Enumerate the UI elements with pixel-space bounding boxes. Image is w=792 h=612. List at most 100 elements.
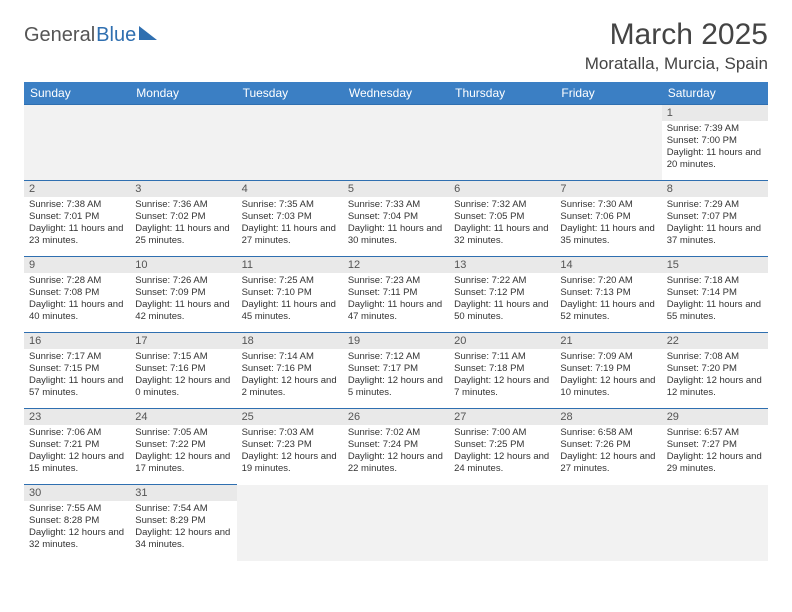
calendar-week-row: 23Sunrise: 7:06 AMSunset: 7:21 PMDayligh… <box>24 409 768 485</box>
day-number: 17 <box>130 333 236 349</box>
day-number: 3 <box>130 181 236 197</box>
weekday-header: Tuesday <box>237 82 343 105</box>
day-details: Sunrise: 7:30 AMSunset: 7:06 PMDaylight:… <box>555 197 661 250</box>
sunrise-text: Sunrise: 7:28 AM <box>29 275 125 287</box>
daylight-text: Daylight: 11 hours and 32 minutes. <box>454 223 550 247</box>
calendar-day-cell <box>343 105 449 181</box>
sunset-text: Sunset: 7:17 PM <box>348 363 444 375</box>
sunrise-text: Sunrise: 7:14 AM <box>242 351 338 363</box>
calendar-day-cell <box>130 105 236 181</box>
daylight-text: Daylight: 12 hours and 19 minutes. <box>242 451 338 475</box>
weekday-header: Monday <box>130 82 236 105</box>
day-number: 30 <box>24 485 130 501</box>
daylight-text: Daylight: 11 hours and 50 minutes. <box>454 299 550 323</box>
calendar-day-cell <box>237 105 343 181</box>
day-details: Sunrise: 7:54 AMSunset: 8:29 PMDaylight:… <box>130 501 236 554</box>
sunrise-text: Sunrise: 7:06 AM <box>29 427 125 439</box>
sunrise-text: Sunrise: 7:39 AM <box>667 123 763 135</box>
sunrise-text: Sunrise: 7:30 AM <box>560 199 656 211</box>
sunrise-text: Sunrise: 7:03 AM <box>242 427 338 439</box>
daylight-text: Daylight: 12 hours and 17 minutes. <box>135 451 231 475</box>
sunset-text: Sunset: 7:08 PM <box>29 287 125 299</box>
day-details: Sunrise: 7:22 AMSunset: 7:12 PMDaylight:… <box>449 273 555 326</box>
day-details: Sunrise: 7:38 AMSunset: 7:01 PMDaylight:… <box>24 197 130 250</box>
daylight-text: Daylight: 11 hours and 57 minutes. <box>29 375 125 399</box>
daylight-text: Daylight: 12 hours and 15 minutes. <box>29 451 125 475</box>
calendar-day-cell: 26Sunrise: 7:02 AMSunset: 7:24 PMDayligh… <box>343 409 449 485</box>
day-number: 10 <box>130 257 236 273</box>
day-details: Sunrise: 7:03 AMSunset: 7:23 PMDaylight:… <box>237 425 343 478</box>
calendar-day-cell <box>449 485 555 561</box>
sunrise-text: Sunrise: 7:00 AM <box>454 427 550 439</box>
day-details: Sunrise: 7:32 AMSunset: 7:05 PMDaylight:… <box>449 197 555 250</box>
day-details: Sunrise: 7:39 AMSunset: 7:00 PMDaylight:… <box>662 121 768 174</box>
calendar-week-row: 9Sunrise: 7:28 AMSunset: 7:08 PMDaylight… <box>24 257 768 333</box>
sunrise-text: Sunrise: 7:12 AM <box>348 351 444 363</box>
sunset-text: Sunset: 7:07 PM <box>667 211 763 223</box>
sunrise-text: Sunrise: 7:09 AM <box>560 351 656 363</box>
day-details: Sunrise: 7:14 AMSunset: 7:16 PMDaylight:… <box>237 349 343 402</box>
day-number: 28 <box>555 409 661 425</box>
sunrise-text: Sunrise: 7:54 AM <box>135 503 231 515</box>
day-number: 15 <box>662 257 768 273</box>
title-block: March 2025 Moratalla, Murcia, Spain <box>585 18 768 74</box>
daylight-text: Daylight: 11 hours and 23 minutes. <box>29 223 125 247</box>
day-details: Sunrise: 7:17 AMSunset: 7:15 PMDaylight:… <box>24 349 130 402</box>
calendar-day-cell: 3Sunrise: 7:36 AMSunset: 7:02 PMDaylight… <box>130 181 236 257</box>
calendar-day-cell: 9 Sunrise: 7:28 AMSunset: 7:08 PMDaylight… <box>24 257 130 333</box>
day-number: 12 <box>343 257 449 273</box>
day-number: 25 <box>237 409 343 425</box>
sail-icon <box>139 26 157 40</box>
day-number: 24 <box>130 409 236 425</box>
sunset-text: Sunset: 8:29 PM <box>135 515 231 527</box>
day-number: 22 <box>662 333 768 349</box>
sunrise-text: Sunrise: 7:29 AM <box>667 199 763 211</box>
day-details: Sunrise: 7:23 AMSunset: 7:11 PMDaylight:… <box>343 273 449 326</box>
sunset-text: Sunset: 7:06 PM <box>560 211 656 223</box>
sunrise-text: Sunrise: 7:18 AM <box>667 275 763 287</box>
calendar-day-cell <box>555 105 661 181</box>
sunrise-text: Sunrise: 7:36 AM <box>135 199 231 211</box>
day-details: Sunrise: 7:36 AMSunset: 7:02 PMDaylight:… <box>130 197 236 250</box>
daylight-text: Daylight: 11 hours and 40 minutes. <box>29 299 125 323</box>
daylight-text: Daylight: 11 hours and 52 minutes. <box>560 299 656 323</box>
logo-text-general: General <box>24 24 95 47</box>
sunrise-text: Sunrise: 7:35 AM <box>242 199 338 211</box>
sunrise-text: Sunrise: 7:32 AM <box>454 199 550 211</box>
calendar-day-cell: 4Sunrise: 7:35 AMSunset: 7:03 PMDaylight… <box>237 181 343 257</box>
day-number: 9 <box>24 257 130 273</box>
weekday-header: Sunday <box>24 82 130 105</box>
calendar-day-cell: 17Sunrise: 7:15 AMSunset: 7:16 PMDayligh… <box>130 333 236 409</box>
calendar-day-cell: 18Sunrise: 7:14 AMSunset: 7:16 PMDayligh… <box>237 333 343 409</box>
day-number: 1 <box>662 105 768 121</box>
sunrise-text: Sunrise: 7:23 AM <box>348 275 444 287</box>
calendar-day-cell: 30Sunrise: 7:55 AMSunset: 8:28 PMDayligh… <box>24 485 130 561</box>
calendar-day-cell: 12Sunrise: 7:23 AMSunset: 7:11 PMDayligh… <box>343 257 449 333</box>
day-details: Sunrise: 7:18 AMSunset: 7:14 PMDaylight:… <box>662 273 768 326</box>
daylight-text: Daylight: 11 hours and 35 minutes. <box>560 223 656 247</box>
day-number: 16 <box>24 333 130 349</box>
calendar-day-cell: 10Sunrise: 7:26 AMSunset: 7:09 PMDayligh… <box>130 257 236 333</box>
sunset-text: Sunset: 7:05 PM <box>454 211 550 223</box>
day-number: 19 <box>343 333 449 349</box>
sunset-text: Sunset: 7:25 PM <box>454 439 550 451</box>
weekday-header-row: SundayMondayTuesdayWednesdayThursdayFrid… <box>24 82 768 105</box>
day-number: 14 <box>555 257 661 273</box>
day-number: 23 <box>24 409 130 425</box>
daylight-text: Daylight: 11 hours and 45 minutes. <box>242 299 338 323</box>
sunset-text: Sunset: 7:13 PM <box>560 287 656 299</box>
daylight-text: Daylight: 12 hours and 0 minutes. <box>135 375 231 399</box>
sunrise-text: Sunrise: 7:55 AM <box>29 503 125 515</box>
location-label: Moratalla, Murcia, Spain <box>585 54 768 74</box>
day-number: 26 <box>343 409 449 425</box>
daylight-text: Daylight: 11 hours and 55 minutes. <box>667 299 763 323</box>
daylight-text: Daylight: 12 hours and 24 minutes. <box>454 451 550 475</box>
sunset-text: Sunset: 7:10 PM <box>242 287 338 299</box>
calendar-day-cell: 20Sunrise: 7:11 AMSunset: 7:18 PMDayligh… <box>449 333 555 409</box>
calendar-body: 1Sunrise: 7:39 AMSunset: 7:00 PMDaylight… <box>24 105 768 561</box>
calendar-day-cell: 14Sunrise: 7:20 AMSunset: 7:13 PMDayligh… <box>555 257 661 333</box>
day-details: Sunrise: 6:58 AMSunset: 7:26 PMDaylight:… <box>555 425 661 478</box>
daylight-text: Daylight: 11 hours and 27 minutes. <box>242 223 338 247</box>
day-details: Sunrise: 7:11 AMSunset: 7:18 PMDaylight:… <box>449 349 555 402</box>
sunset-text: Sunset: 7:09 PM <box>135 287 231 299</box>
